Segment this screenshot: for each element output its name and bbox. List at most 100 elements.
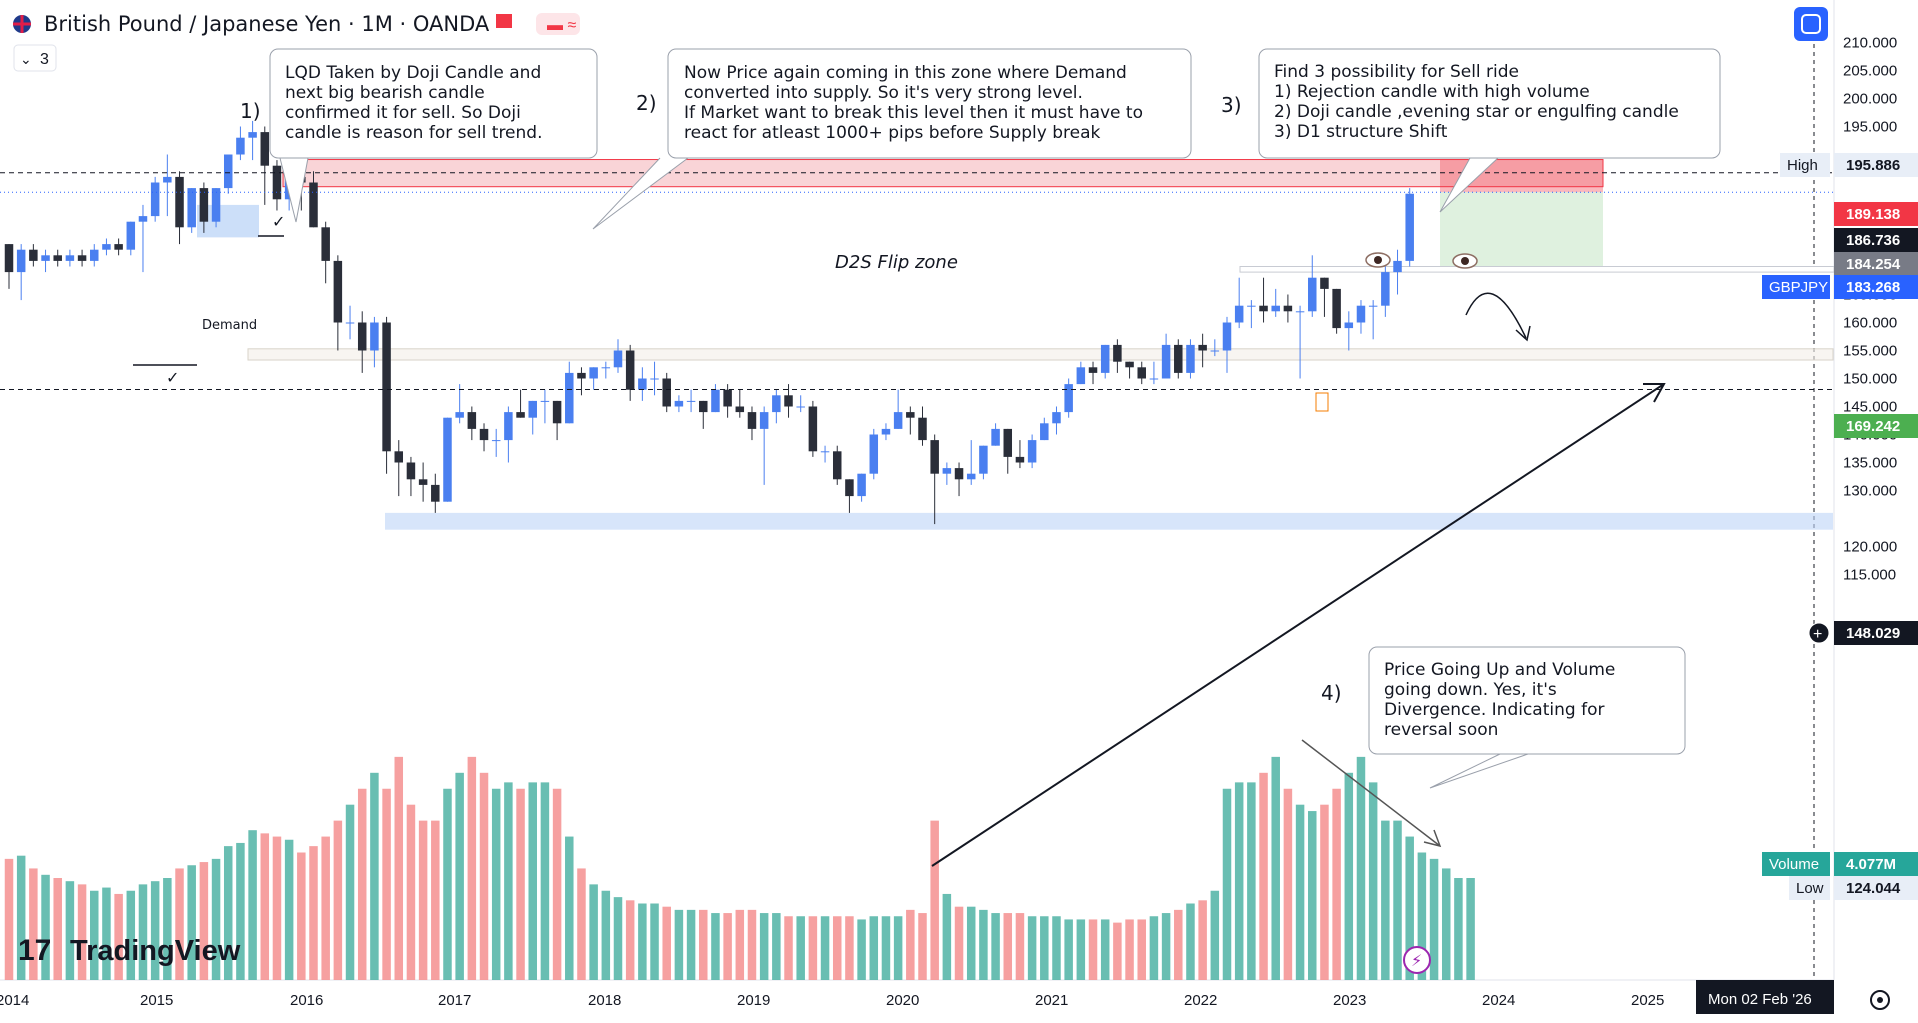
- candle[interactable]: [1234, 305, 1244, 323]
- candle[interactable]: [455, 412, 464, 418]
- candle[interactable]: [1149, 378, 1159, 380]
- candle[interactable]: [418, 479, 428, 485]
- candle[interactable]: [808, 406, 818, 452]
- candle[interactable]: [979, 445, 988, 474]
- candle[interactable]: [163, 176, 172, 183]
- candle[interactable]: [662, 378, 671, 407]
- candle[interactable]: [1015, 456, 1025, 463]
- candle[interactable]: [1247, 305, 1256, 307]
- candle[interactable]: [1137, 367, 1146, 379]
- candle[interactable]: [1295, 311, 1305, 313]
- candle[interactable]: [357, 322, 367, 351]
- candle[interactable]: [1368, 305, 1378, 307]
- candle[interactable]: [138, 216, 148, 222]
- candle[interactable]: [723, 389, 732, 407]
- auto-scale-button[interactable]: [1794, 7, 1828, 41]
- annotation-callout[interactable]: [1368, 646, 1686, 755]
- support-zone-169[interactable]: [1239, 266, 1835, 273]
- candle[interactable]: [187, 188, 196, 228]
- candle[interactable]: [954, 468, 964, 480]
- candle[interactable]: [1308, 277, 1317, 312]
- candle[interactable]: [1174, 344, 1183, 373]
- candle[interactable]: [625, 350, 635, 390]
- candle[interactable]: [747, 412, 757, 429]
- candle[interactable]: [236, 137, 245, 155]
- support-zone-155[interactable]: [247, 348, 1834, 361]
- candle[interactable]: [759, 412, 769, 429]
- candle[interactable]: [1052, 412, 1061, 424]
- candle[interactable]: [370, 322, 379, 351]
- candle[interactable]: [333, 260, 343, 323]
- candle[interactable]: [1381, 272, 1390, 306]
- candle[interactable]: [41, 255, 50, 261]
- lightning-icon[interactable]: [1403, 946, 1431, 974]
- candle[interactable]: [577, 372, 586, 379]
- candle[interactable]: [77, 255, 87, 261]
- candle[interactable]: [1003, 428, 1013, 457]
- candle[interactable]: [4, 244, 14, 273]
- candle[interactable]: [881, 428, 891, 435]
- supply-zone-d2s[interactable]: [282, 159, 1604, 188]
- candle[interactable]: [248, 132, 257, 138]
- trend-arrow[interactable]: [931, 383, 1665, 867]
- candle[interactable]: [1125, 361, 1134, 368]
- annotation-callout[interactable]: [667, 48, 1192, 159]
- settings-gear-icon[interactable]: [1870, 990, 1890, 1010]
- candle[interactable]: [711, 389, 720, 413]
- candle[interactable]: [735, 406, 745, 413]
- candle[interactable]: [1393, 260, 1402, 273]
- candle[interactable]: [638, 378, 647, 390]
- candle[interactable]: [175, 176, 184, 228]
- candle[interactable]: [1161, 344, 1171, 379]
- candle[interactable]: [552, 400, 562, 424]
- candle[interactable]: [126, 221, 136, 250]
- compare-chip[interactable]: [536, 13, 580, 35]
- divergence-arrow[interactable]: [1301, 739, 1441, 847]
- candle[interactable]: [686, 400, 696, 402]
- candle[interactable]: [1332, 288, 1341, 329]
- candle[interactable]: [966, 473, 976, 480]
- candle[interactable]: [832, 451, 842, 480]
- candle[interactable]: [565, 372, 574, 424]
- candle[interactable]: [443, 417, 452, 502]
- candle[interactable]: [467, 412, 477, 429]
- candle[interactable]: [613, 350, 623, 368]
- candle[interactable]: [540, 400, 550, 402]
- candle[interactable]: [102, 244, 111, 250]
- candle[interactable]: [601, 367, 611, 369]
- candle[interactable]: [321, 227, 330, 261]
- candle[interactable]: [65, 255, 75, 261]
- candle[interactable]: [942, 468, 952, 474]
- demand-zone-low[interactable]: [385, 512, 1833, 530]
- candle[interactable]: [431, 484, 440, 502]
- candle[interactable]: [345, 322, 355, 324]
- candle[interactable]: [699, 400, 708, 413]
- candle[interactable]: [1320, 277, 1329, 289]
- candle[interactable]: [1027, 440, 1037, 463]
- candle[interactable]: [869, 434, 879, 474]
- candle[interactable]: [1113, 344, 1122, 362]
- candle[interactable]: [796, 406, 805, 408]
- candle[interactable]: [857, 473, 866, 497]
- reversal-curve-arrow[interactable]: [1465, 292, 1527, 339]
- annotation-callout[interactable]: [1258, 48, 1721, 159]
- symbol-title[interactable]: British Pound / Japanese Yen · 1M · OAND…: [44, 12, 490, 36]
- candle[interactable]: [504, 412, 513, 441]
- candle[interactable]: [90, 249, 99, 261]
- candle[interactable]: [1064, 384, 1073, 413]
- candle[interactable]: [309, 182, 318, 228]
- candle[interactable]: [406, 462, 416, 480]
- candle[interactable]: [1186, 344, 1195, 373]
- candle[interactable]: [223, 154, 233, 189]
- candle[interactable]: [1100, 344, 1110, 373]
- candle[interactable]: [394, 451, 404, 463]
- candle[interactable]: [650, 378, 659, 380]
- candle[interactable]: [784, 395, 793, 407]
- candle[interactable]: [1356, 305, 1366, 323]
- candle[interactable]: [991, 428, 1000, 446]
- candle[interactable]: [491, 440, 501, 442]
- highlight-candle-box[interactable]: [1315, 392, 1329, 412]
- candle[interactable]: [260, 132, 270, 166]
- candle[interactable]: [1222, 322, 1232, 351]
- candle[interactable]: [906, 412, 915, 418]
